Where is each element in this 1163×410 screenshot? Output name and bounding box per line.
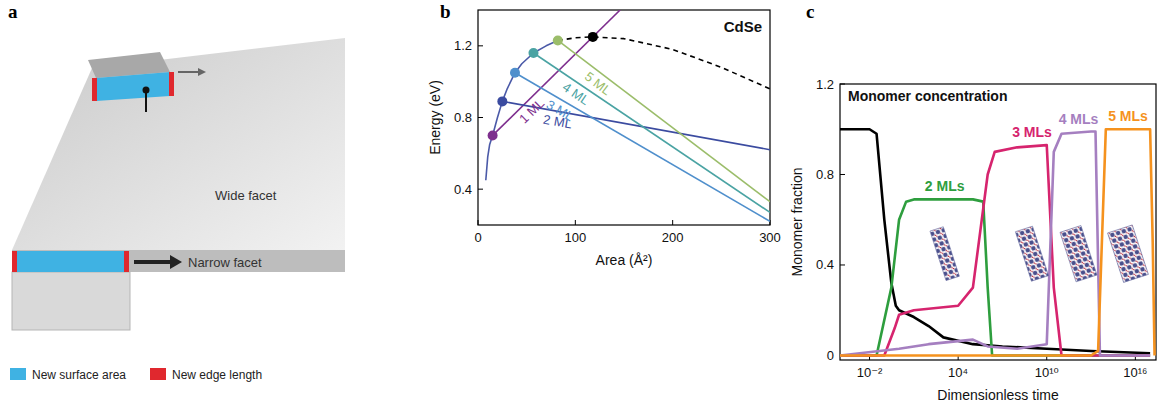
panel-c: c 10⁻² 10⁴ 10¹⁰ 10¹⁶ 0 0.4 0.8 1.2 Dimensionless … (789, 1, 1156, 403)
y-tick-label: 0.4 (816, 257, 834, 272)
series-line (533, 53, 770, 212)
new-edge-narrow (12, 251, 17, 272)
sheet-top (12, 38, 345, 250)
series-label: 4 MLs (1059, 111, 1099, 127)
arrow (134, 260, 172, 264)
figure: a Narrow facet Wide facet New surface area N… (0, 0, 1163, 410)
plot-frame (840, 84, 1156, 360)
insets (930, 225, 1148, 282)
legend-swatch (10, 368, 26, 380)
panel-a: a Narrow facet Wide facet New surface area N… (8, 1, 345, 382)
panel-letter: c (806, 1, 814, 22)
pin-head (143, 87, 150, 94)
series-line (558, 40, 770, 201)
series-label: 5 MLs (1108, 108, 1148, 124)
x-axis-title: Area (Å²) (596, 252, 653, 268)
point (497, 96, 507, 106)
x-tick-label: 10⁻² (857, 365, 883, 380)
new-surface-narrow (16, 251, 124, 272)
panel-letter: b (440, 1, 451, 22)
plot-frame (478, 10, 770, 225)
new-surface-wide (96, 72, 170, 101)
series-line (515, 73, 770, 222)
arrow (178, 71, 200, 73)
x-tick (575, 220, 576, 225)
y-tick (840, 174, 845, 175)
point (528, 48, 538, 58)
x-tick-label: 100 (564, 230, 586, 245)
y-tick (478, 189, 483, 190)
new-edge-narrow (124, 251, 129, 272)
y-tick-label: 0.8 (816, 167, 834, 182)
point (510, 68, 520, 78)
point (553, 35, 563, 45)
x-tick-label: 200 (662, 230, 684, 245)
narrow-facet-label: Narrow facet (188, 255, 262, 270)
y-tick (478, 117, 483, 118)
series-line (840, 129, 1155, 355)
y-tick-label: 1.2 (454, 38, 472, 53)
x-tick (672, 220, 673, 225)
panel-b: b 0 100 200 300 0.4 0.8 1.2 Area (Å²) Energy (eV)… (427, 1, 781, 268)
x-tick-label: 0 (474, 230, 481, 245)
x-tick-label: 10⁴ (948, 365, 968, 380)
y-axis-title: Energy (eV) (427, 80, 443, 155)
point (488, 130, 498, 140)
panel-letter: a (8, 1, 18, 22)
series-labels: 2 MLs 3 MLs 4 MLs 5 MLs (925, 108, 1148, 194)
crystal-inset (930, 227, 959, 281)
x-axis-title: Dimensionless time (937, 387, 1059, 403)
chart-title: CdSe (724, 18, 762, 35)
series-label: 5 ML (582, 69, 614, 98)
plot-marks (486, 10, 770, 221)
arrow-head (198, 68, 206, 76)
series-labels: 1 ML2 ML3 ML4 ML5 ML (516, 69, 614, 132)
point (588, 32, 598, 42)
crystal-inset (1060, 226, 1097, 282)
crystal-inset (1015, 226, 1048, 281)
new-edge-wide (92, 78, 97, 101)
y-tick-label: 0 (827, 348, 834, 363)
sheet-front (12, 250, 345, 272)
new-edge-wide (169, 72, 174, 96)
y-axis-title: Monomer fraction (789, 168, 805, 277)
series-label: 3 MLs (1012, 124, 1052, 140)
x-tick-label: 300 (759, 230, 781, 245)
series-label: 3 ML (544, 97, 577, 125)
x-tick-label: 10¹⁰ (1035, 365, 1059, 380)
legend-label: New edge length (172, 368, 262, 382)
y-tick-label: 0.4 (454, 182, 472, 197)
y-tick (840, 264, 845, 265)
y-tick (478, 45, 483, 46)
legend-label: New surface area (32, 368, 126, 382)
y-tick-label: 1.2 (816, 77, 834, 92)
plot-marks (840, 129, 1155, 355)
legend-swatch (150, 368, 166, 380)
narrow-block (12, 272, 130, 330)
x-tick-label: 10¹⁶ (1123, 365, 1147, 380)
chart-title: Monomer concentration (848, 88, 1007, 104)
y-tick-label: 0.8 (454, 110, 472, 125)
series-label: 2 MLs (925, 178, 965, 194)
arrow-head (170, 255, 182, 269)
wide-facet-label: Wide facet (215, 188, 277, 203)
crystal-inset (1108, 225, 1149, 282)
